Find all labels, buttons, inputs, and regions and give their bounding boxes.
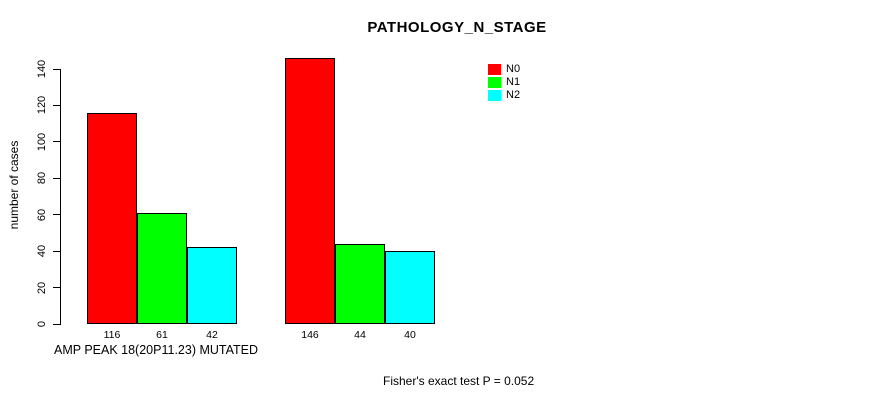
- legend-item-n0: N0: [488, 63, 520, 76]
- y-axis-line: [60, 69, 61, 324]
- y-axis-tick: [53, 323, 61, 325]
- y-axis-tick: [53, 177, 61, 179]
- y-axis-tick-label: 20: [36, 281, 48, 294]
- y-axis-tick-label: 60: [36, 208, 48, 221]
- bar-value-label: 44: [354, 329, 366, 341]
- y-axis-tick-label: 100: [36, 132, 48, 152]
- legend-color-swatch: [488, 77, 501, 88]
- chart-title: PATHOLOGY_N_STAGE: [367, 19, 547, 36]
- y-axis-tick-label: 80: [36, 172, 48, 185]
- legend: N0 N1 N2: [488, 63, 520, 102]
- bar-value-label: 146: [301, 329, 319, 341]
- y-axis-tick: [53, 287, 61, 289]
- bar-value-label: 40: [404, 329, 416, 341]
- y-axis-tick: [53, 68, 61, 70]
- bar-n2-group-2: [385, 251, 435, 324]
- stat-annotation: Fisher's exact test P = 0.052: [383, 374, 535, 388]
- legend-color-swatch: [488, 64, 501, 75]
- legend-color-swatch: [488, 90, 501, 101]
- bar-value-label: 61: [156, 329, 168, 341]
- y-axis-tick: [53, 250, 61, 252]
- bar-n0-group-2: [285, 58, 335, 324]
- bar-n2-group-1: [187, 247, 237, 324]
- y-axis-tick-label: 120: [36, 96, 48, 115]
- legend-item-n2: N2: [488, 89, 520, 102]
- y-axis-tick-label: 0: [36, 320, 48, 328]
- legend-label: N1: [506, 76, 521, 88]
- y-axis-tick-label: 140: [36, 59, 48, 79]
- bar-n1-group-1: [137, 213, 187, 324]
- legend-item-n1: N1: [488, 76, 520, 89]
- bar-n0-group-1: [87, 113, 137, 324]
- y-axis-tick-label: 40: [36, 245, 48, 258]
- x-axis-label: AMP PEAK 18(20P11.23) MUTATED: [54, 343, 259, 357]
- bar-value-label: 42: [206, 329, 218, 341]
- legend-label: N0: [506, 63, 521, 75]
- y-axis-tick: [53, 141, 61, 143]
- bar-value-label: 116: [103, 329, 121, 341]
- legend-label: N2: [506, 89, 521, 101]
- bar-n1-group-2: [335, 244, 385, 324]
- y-axis-tick: [53, 214, 61, 216]
- y-axis-tick: [53, 104, 61, 106]
